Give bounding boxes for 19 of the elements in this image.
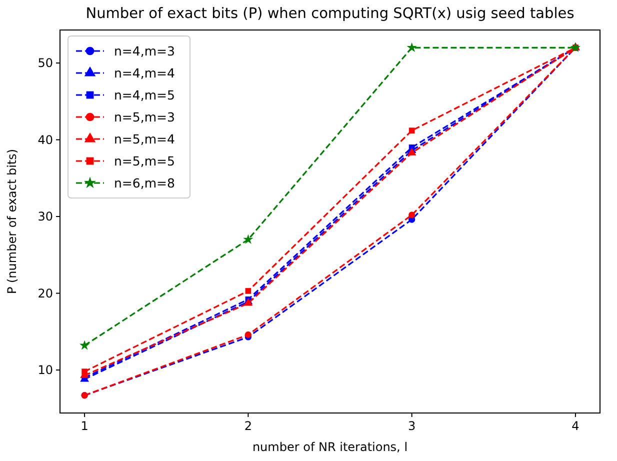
x-tick-label: 4 [572, 419, 580, 433]
y-tick-label: 40 [38, 132, 53, 147]
legend-label: n=6,m=8 [114, 176, 175, 190]
y-tick-label: 20 [38, 286, 53, 300]
legend-label: n=4,m=5 [114, 88, 175, 102]
legend-label: n=5,m=3 [114, 110, 175, 124]
x-tick-label: 1 [80, 419, 88, 433]
legend-label: n=5,m=4 [114, 132, 175, 146]
legend-label: n=4,m=3 [114, 44, 175, 58]
x-tick-label: 2 [244, 419, 252, 433]
x-axis-title: number of NR iterations, l [252, 440, 408, 454]
chart-title: Number of exact bits (P) when computing SQRT(x) usig seed tables [86, 6, 574, 22]
y-axis-title: P (number of exact bits) [5, 148, 19, 294]
y-tick-label: 10 [38, 363, 53, 378]
x-tick-label: 3 [408, 419, 416, 433]
legend-label: n=4,m=4 [114, 66, 175, 80]
y-tick-label: 50 [38, 56, 53, 70]
legend-label: n=5,m=5 [114, 154, 175, 168]
y-tick-label: 30 [38, 210, 53, 224]
